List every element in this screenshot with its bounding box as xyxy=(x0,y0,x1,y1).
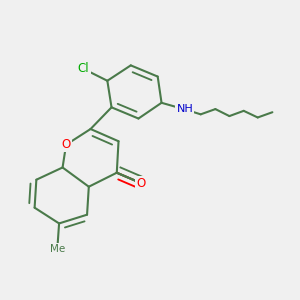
Text: Cl: Cl xyxy=(78,62,89,75)
Text: NH: NH xyxy=(177,104,193,114)
Text: O: O xyxy=(61,138,71,151)
Text: Me: Me xyxy=(50,244,65,254)
Text: O: O xyxy=(136,177,146,190)
